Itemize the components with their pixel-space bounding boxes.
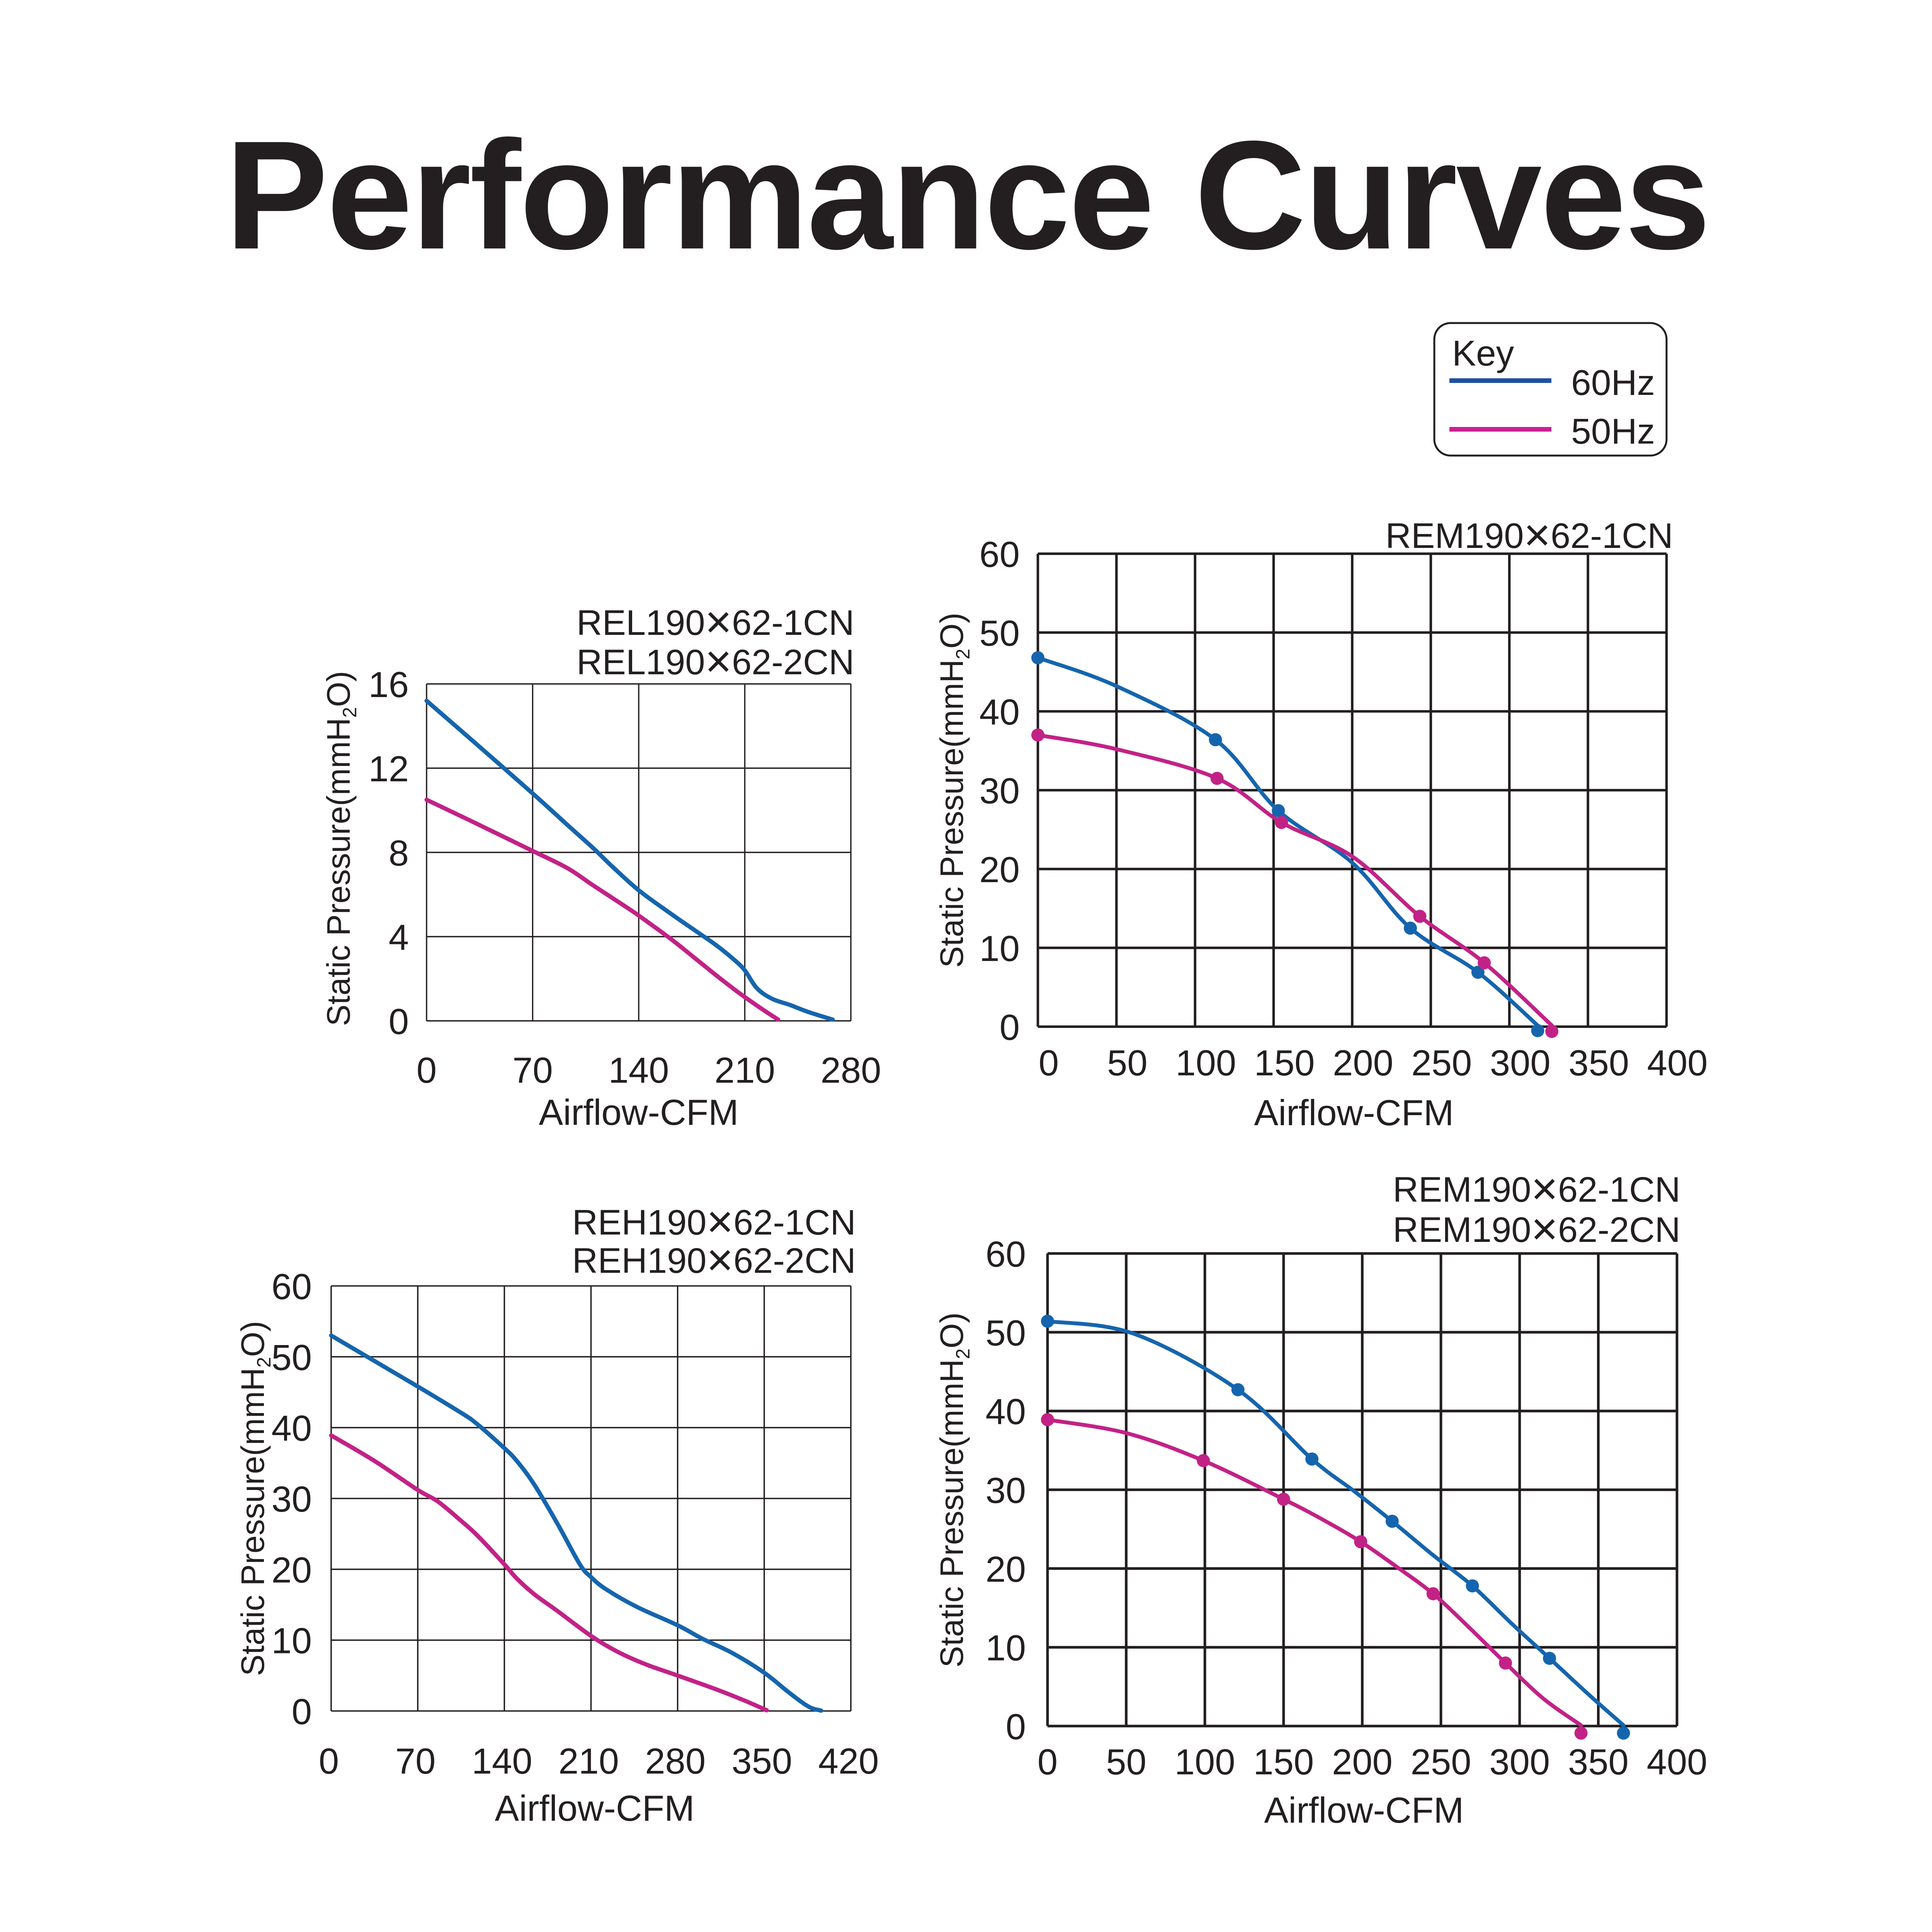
svg-text:50: 50 — [1106, 1742, 1146, 1782]
svg-text:140: 140 — [472, 1741, 532, 1781]
svg-text:40: 40 — [979, 692, 1020, 732]
svg-text:250: 250 — [1411, 1742, 1471, 1782]
svg-text:Performance Curves: Performance Curves — [225, 109, 1709, 281]
svg-text:350: 350 — [1568, 1742, 1629, 1782]
svg-text:150: 150 — [1253, 1742, 1314, 1782]
svg-text:150: 150 — [1254, 1043, 1315, 1083]
svg-text:40: 40 — [985, 1391, 1026, 1432]
svg-text:Static Pressure(mmH2O): Static Pressure(mmH2O) — [320, 671, 361, 1026]
svg-text:50: 50 — [1107, 1043, 1148, 1083]
svg-text:300: 300 — [1490, 1043, 1551, 1083]
svg-text:10: 10 — [979, 928, 1020, 969]
svg-text:0: 0 — [319, 1741, 339, 1781]
svg-text:Static Pressure(mmH2O): Static Pressure(mmH2O) — [235, 1321, 275, 1676]
svg-text:280: 280 — [645, 1741, 706, 1781]
svg-text:200: 200 — [1333, 1043, 1393, 1083]
svg-text:REL190×62-1CN: REL190×62-1CN — [577, 596, 854, 648]
svg-text:REM190×62-1CN: REM190×62-1CN — [1393, 1163, 1680, 1214]
svg-text:280: 280 — [821, 1050, 881, 1090]
svg-text:0: 0 — [1037, 1742, 1058, 1782]
svg-text:12: 12 — [368, 748, 409, 789]
svg-text:60Hz: 60Hz — [1571, 362, 1655, 403]
svg-text:Airflow-CFM: Airflow-CFM — [1254, 1092, 1454, 1133]
svg-text:REH190×62-2CN: REH190×62-2CN — [572, 1234, 856, 1286]
svg-text:140: 140 — [609, 1050, 669, 1090]
svg-text:250: 250 — [1411, 1043, 1472, 1083]
svg-text:Airflow-CFM: Airflow-CFM — [539, 1092, 739, 1133]
svg-text:50: 50 — [985, 1313, 1026, 1353]
svg-text:50: 50 — [271, 1337, 312, 1378]
svg-text:4: 4 — [389, 917, 409, 957]
svg-text:10: 10 — [985, 1628, 1026, 1668]
svg-text:70: 70 — [512, 1050, 553, 1090]
svg-text:400: 400 — [1647, 1043, 1708, 1083]
svg-text:40: 40 — [271, 1408, 312, 1449]
svg-text:Airflow-CFM: Airflow-CFM — [1264, 1790, 1464, 1830]
svg-text:0: 0 — [1000, 1007, 1020, 1048]
svg-text:REL190×62-2CN: REL190×62-2CN — [577, 636, 854, 687]
svg-text:50: 50 — [979, 613, 1020, 653]
svg-text:350: 350 — [1568, 1043, 1629, 1083]
svg-text:0: 0 — [389, 1001, 409, 1042]
svg-text:20: 20 — [271, 1549, 312, 1590]
svg-text:100: 100 — [1175, 1742, 1235, 1782]
svg-text:REH190×62-1CN: REH190×62-1CN — [572, 1196, 856, 1247]
svg-text:30: 30 — [979, 770, 1020, 811]
svg-text:Airflow-CFM: Airflow-CFM — [495, 1788, 695, 1828]
svg-text:8: 8 — [389, 833, 409, 873]
svg-text:20: 20 — [985, 1549, 1026, 1589]
svg-text:400: 400 — [1647, 1742, 1708, 1782]
svg-text:10: 10 — [271, 1621, 312, 1661]
svg-text:Key: Key — [1452, 333, 1514, 373]
svg-text:REM190×62-1CN: REM190×62-1CN — [1386, 509, 1673, 561]
svg-text:300: 300 — [1489, 1742, 1550, 1782]
svg-text:350: 350 — [731, 1741, 792, 1781]
svg-text:0: 0 — [417, 1050, 437, 1090]
svg-text:60: 60 — [979, 534, 1020, 575]
svg-text:0: 0 — [1006, 1706, 1026, 1747]
svg-text:50Hz: 50Hz — [1571, 411, 1655, 451]
svg-text:0: 0 — [1039, 1043, 1059, 1083]
svg-text:70: 70 — [395, 1741, 436, 1781]
svg-text:30: 30 — [271, 1479, 312, 1519]
svg-text:210: 210 — [714, 1050, 775, 1090]
svg-text:200: 200 — [1332, 1742, 1393, 1782]
svg-text:0: 0 — [292, 1691, 312, 1732]
svg-text:100: 100 — [1175, 1043, 1236, 1083]
svg-text:REM190×62-2CN: REM190×62-2CN — [1393, 1203, 1680, 1255]
svg-text:Static Pressure(mmH2O): Static Pressure(mmH2O) — [934, 1312, 974, 1667]
svg-text:60: 60 — [985, 1234, 1026, 1274]
svg-text:16: 16 — [368, 664, 409, 705]
svg-text:30: 30 — [985, 1470, 1026, 1511]
svg-text:Static Pressure(mmH2O): Static Pressure(mmH2O) — [934, 612, 974, 968]
svg-text:20: 20 — [979, 849, 1020, 890]
svg-text:420: 420 — [818, 1741, 879, 1781]
svg-text:210: 210 — [558, 1741, 619, 1781]
svg-text:60: 60 — [271, 1266, 312, 1307]
